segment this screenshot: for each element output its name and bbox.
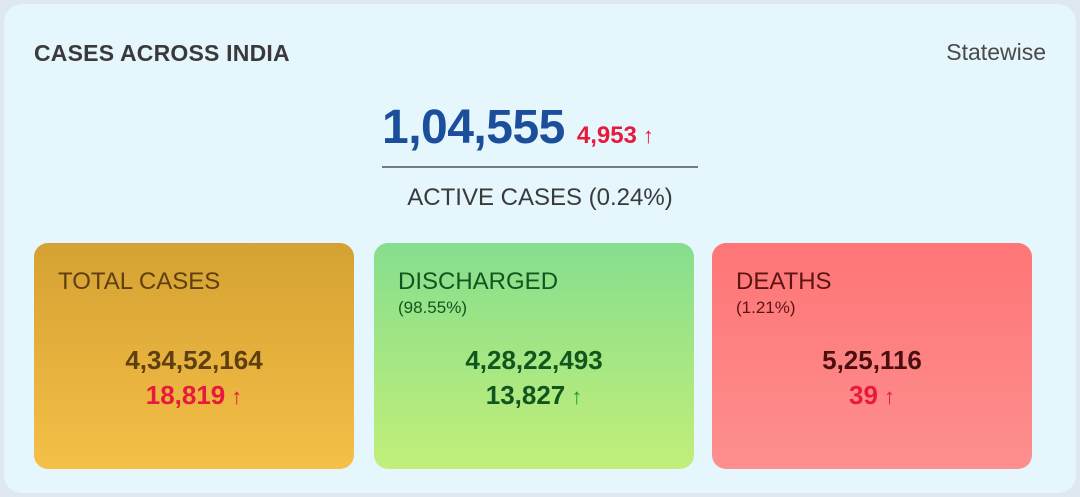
discharged-card: DISCHARGED (98.55%) 4,28,22,493 13,827 ↑ xyxy=(374,243,694,469)
total-cases-delta: 18,819 ↑ xyxy=(34,380,354,411)
arrow-up-icon: ↑ xyxy=(642,123,654,148)
deaths-label: DEATHS xyxy=(736,268,832,295)
total-cases-label: TOTAL CASES xyxy=(58,268,221,295)
active-cases-label: ACTIVE CASES (0.24%) xyxy=(407,184,673,211)
statewise-link[interactable]: Statewise xyxy=(946,39,1046,65)
discharged-percent: (98.55%) xyxy=(398,298,467,317)
total-cases-delta-value: 18,819 xyxy=(145,380,226,410)
active-cases-row: 1,04,555 4,953 ↑ xyxy=(382,100,700,156)
active-cases-block: 1,04,555 4,953 ↑ ACTIVE CASES (0.24%) xyxy=(382,100,700,212)
divider xyxy=(382,166,698,168)
deaths-value: 5,25,116 xyxy=(822,345,922,375)
discharged-delta: 13,827 ↑ xyxy=(374,380,694,411)
total-cases-card: TOTAL CASES 4,34,52,164 18,819 ↑ xyxy=(34,243,354,469)
arrow-up-icon: ↑ xyxy=(231,384,243,409)
discharged-value: 4,28,22,493 xyxy=(465,345,603,375)
deaths-card: DEATHS (1.21%) 5,25,116 39 ↑ xyxy=(712,243,1032,469)
total-cases-value: 4,34,52,164 xyxy=(125,345,263,375)
deaths-delta: 39 ↑ xyxy=(712,380,1032,411)
active-cases-delta-value: 4,953 xyxy=(576,122,637,149)
discharged-delta-value: 13,827 xyxy=(485,380,566,410)
cases-summary-panel: CASES ACROSS INDIA Statewise 1,04,555 4,… xyxy=(4,4,1076,493)
discharged-label: DISCHARGED xyxy=(398,268,559,295)
arrow-up-icon: ↑ xyxy=(571,384,583,409)
deaths-delta-value: 39 xyxy=(849,380,878,410)
active-cases-value: 1,04,555 xyxy=(382,101,565,154)
arrow-up-icon: ↑ xyxy=(883,384,895,409)
active-cases-delta: 4,953 ↑ xyxy=(577,122,654,150)
panel-title: CASES ACROSS INDIA xyxy=(34,40,290,66)
deaths-percent: (1.21%) xyxy=(736,298,796,317)
